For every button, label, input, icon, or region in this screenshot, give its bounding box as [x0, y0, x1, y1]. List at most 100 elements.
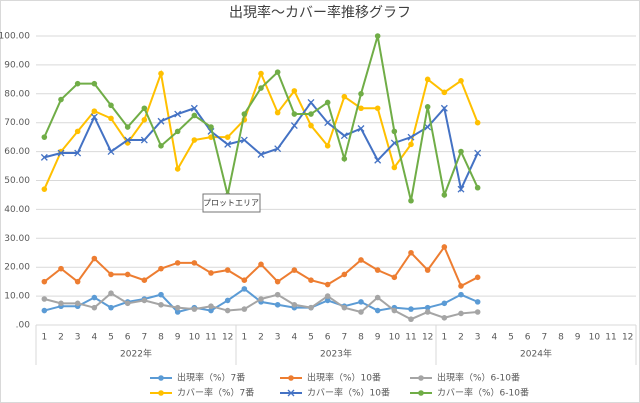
marker: [141, 297, 148, 304]
marker: [224, 267, 231, 273]
marker: [474, 149, 482, 157]
marker: [208, 124, 214, 130]
marker: [141, 277, 148, 284]
marker: [474, 299, 481, 305]
marker: [308, 277, 314, 284]
marker: [424, 123, 432, 131]
marker: [374, 156, 382, 164]
marker: [308, 304, 314, 311]
marker: [374, 105, 381, 112]
marker: [224, 307, 231, 314]
marker: [74, 278, 81, 285]
marker: [291, 111, 298, 117]
marker: [191, 112, 198, 119]
marker: [408, 197, 414, 204]
marker: [441, 244, 448, 250]
marker: [241, 111, 248, 117]
x-tick-label: 9: [375, 333, 381, 343]
marker: [124, 124, 131, 130]
marker-stroke: [424, 123, 432, 131]
marker: [191, 306, 198, 312]
marker: [58, 265, 64, 272]
marker: [174, 260, 181, 266]
marker: [458, 310, 464, 317]
marker: [241, 277, 248, 284]
marker-stroke: [307, 99, 315, 106]
legend-marker: [287, 389, 295, 397]
x-tick-label: 5: [308, 333, 314, 343]
marker: [274, 278, 281, 285]
marker-stroke: [40, 153, 48, 161]
marker: [158, 70, 164, 77]
x-tick-label: 5: [508, 333, 514, 343]
marker: [424, 309, 431, 315]
x-tick-label: 11: [205, 333, 216, 343]
marker: [124, 271, 131, 278]
marker: [408, 316, 414, 323]
marker: [108, 304, 114, 311]
marker: [258, 296, 264, 302]
x-tick-label: 7: [541, 333, 547, 343]
x-tick-label: 2: [458, 333, 464, 343]
marker: [274, 291, 281, 298]
marker: [324, 99, 331, 106]
marker: [291, 267, 298, 273]
marker: [407, 133, 415, 141]
marker: [408, 306, 414, 312]
marker: [474, 184, 481, 191]
marker: [224, 297, 231, 304]
marker: [224, 140, 232, 148]
marker: [308, 111, 314, 117]
marker: [258, 261, 264, 268]
x-tick-label: 3: [475, 333, 481, 343]
x-tick-label: 10: [389, 333, 401, 343]
marker: [108, 271, 114, 278]
marker-stroke: [287, 389, 295, 397]
marker: [324, 297, 331, 304]
marker: [441, 192, 448, 198]
marker: [324, 143, 331, 149]
x-tick-label: 8: [558, 333, 564, 343]
y-tick-label: 50.00: [4, 176, 30, 186]
marker: [374, 267, 381, 273]
marker: [358, 105, 364, 112]
marker: [74, 149, 82, 157]
x-tick-label: 1: [441, 333, 447, 343]
marker: [307, 99, 315, 106]
marker: [174, 166, 181, 172]
x-tick-label: 9: [575, 333, 581, 343]
marker: [41, 278, 48, 285]
marker: [58, 300, 64, 307]
x-tick-label: 3: [75, 333, 81, 343]
marker: [41, 186, 48, 192]
marker-stroke: [107, 148, 115, 156]
marker: [241, 286, 248, 292]
marker: [191, 260, 198, 266]
marker: [408, 249, 414, 256]
marker: [341, 156, 348, 162]
x-tick-label: 12: [622, 333, 633, 343]
marker: [341, 304, 348, 311]
marker: [74, 300, 81, 307]
legend-marker: [418, 375, 424, 381]
marker: [291, 301, 298, 308]
x-tick-label: 10: [589, 333, 601, 343]
x-tick-label: 2: [258, 333, 264, 343]
x-group-label: 2024年: [520, 348, 552, 360]
x-tick-label: 4: [491, 333, 497, 343]
marker: [324, 293, 331, 299]
marker: [374, 33, 381, 39]
marker-stroke: [124, 136, 132, 144]
x-tick-label: 11: [405, 333, 416, 343]
marker: [174, 128, 181, 135]
marker: [358, 257, 364, 263]
marker: [274, 145, 282, 153]
marker: [358, 91, 364, 97]
marker: [174, 304, 181, 311]
marker: [391, 164, 398, 171]
marker: [208, 270, 214, 276]
marker: [458, 77, 464, 84]
legend-marker: [158, 375, 164, 381]
marker-stroke: [224, 140, 232, 148]
